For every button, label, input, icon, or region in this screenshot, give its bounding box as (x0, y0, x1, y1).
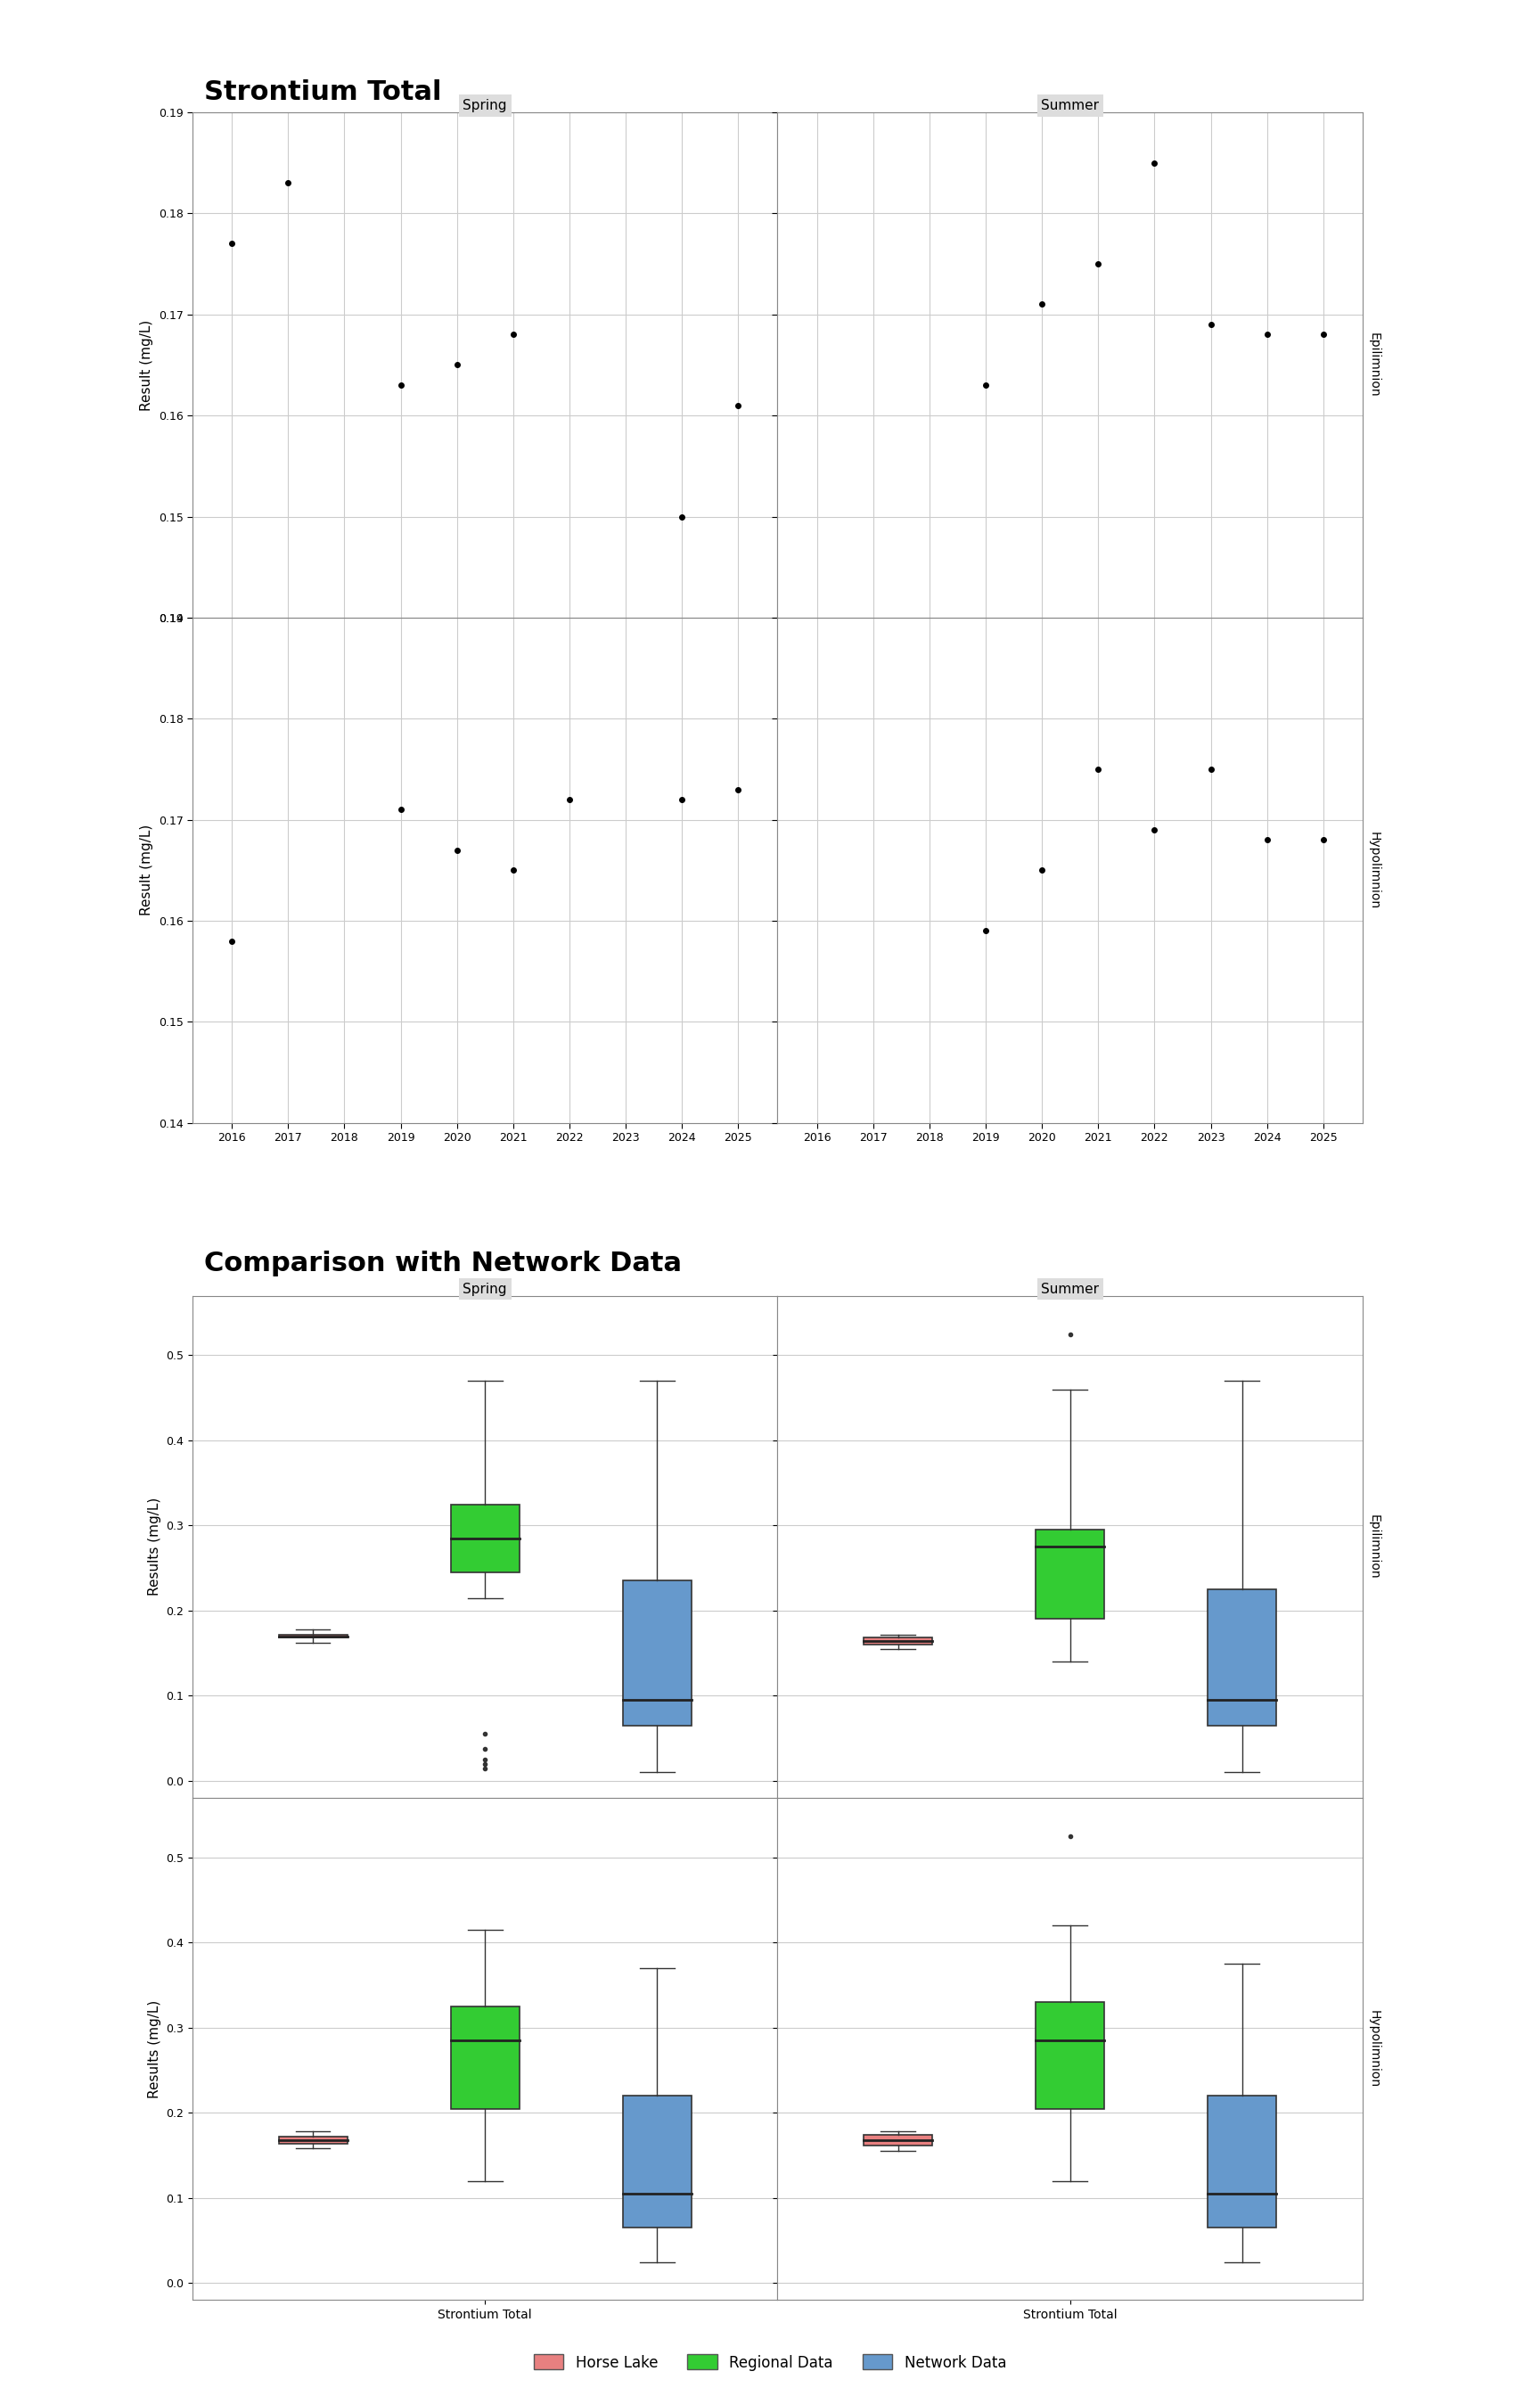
Bar (622, 1581, 691, 1725)
Bar (279, 2137, 348, 2144)
Y-axis label: Result (mg/L): Result (mg/L) (140, 824, 154, 915)
Y-axis label: Result (mg/L): Result (mg/L) (140, 319, 154, 410)
Bar (451, 2005, 519, 2108)
Bar (279, 1634, 348, 1639)
Bar (1036, 1529, 1104, 1620)
Text: Strontium Total: Strontium Total (205, 79, 442, 105)
Text: Hypolimnion: Hypolimnion (1368, 831, 1380, 908)
Title: Spring: Spring (464, 1282, 507, 1296)
Title: Summer: Summer (1041, 1282, 1100, 1296)
Bar (1036, 2003, 1104, 2108)
Text: Epilimnion: Epilimnion (1368, 333, 1380, 398)
Text: Hypolimnion: Hypolimnion (1368, 2010, 1380, 2087)
Y-axis label: Results (mg/L): Results (mg/L) (148, 2001, 162, 2099)
Legend: Horse Lake, Regional Data, Network Data: Horse Lake, Regional Data, Network Data (528, 2348, 1012, 2377)
Bar (1207, 2096, 1277, 2228)
Bar (864, 1639, 932, 1644)
Text: Comparison with Network Data: Comparison with Network Data (205, 1251, 682, 1277)
Title: Summer: Summer (1041, 98, 1100, 113)
Bar (1207, 1589, 1277, 1725)
Bar (622, 2096, 691, 2228)
Text: Epilimnion: Epilimnion (1368, 1514, 1380, 1579)
Bar (451, 1505, 519, 1572)
Title: Spring: Spring (464, 98, 507, 113)
Bar (864, 2135, 932, 2144)
Y-axis label: Results (mg/L): Results (mg/L) (148, 1498, 162, 1596)
